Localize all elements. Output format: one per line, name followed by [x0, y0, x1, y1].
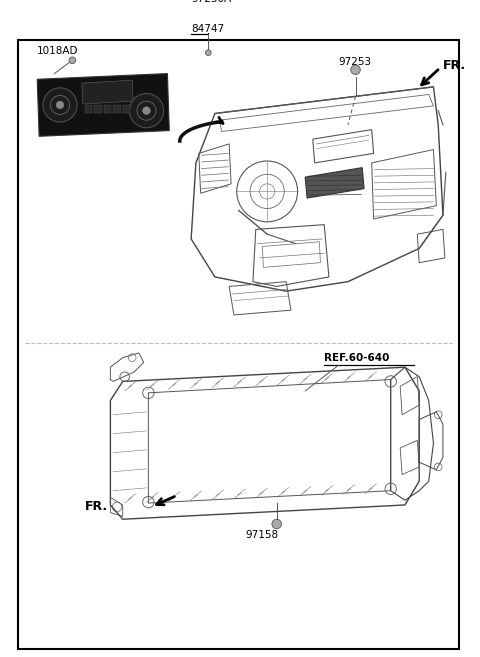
- Polygon shape: [305, 168, 364, 198]
- Text: 97253: 97253: [338, 57, 372, 67]
- Polygon shape: [82, 80, 133, 104]
- Polygon shape: [85, 105, 92, 112]
- Circle shape: [205, 50, 211, 56]
- Circle shape: [43, 88, 77, 122]
- Text: 97250A: 97250A: [191, 0, 231, 3]
- Circle shape: [143, 107, 150, 114]
- Polygon shape: [123, 105, 131, 112]
- Text: 97158: 97158: [246, 530, 279, 540]
- Text: REF.60-640: REF.60-640: [324, 353, 390, 363]
- Polygon shape: [113, 105, 121, 112]
- Text: 84747: 84747: [191, 24, 224, 34]
- Polygon shape: [104, 105, 111, 112]
- Polygon shape: [37, 74, 169, 136]
- Circle shape: [56, 101, 64, 109]
- Polygon shape: [94, 105, 102, 112]
- Text: FR.: FR.: [443, 58, 466, 72]
- Circle shape: [272, 519, 281, 529]
- Circle shape: [69, 57, 76, 64]
- Circle shape: [130, 93, 164, 127]
- Circle shape: [351, 65, 360, 74]
- Text: FR.: FR.: [85, 501, 108, 513]
- Text: 1018AD: 1018AD: [37, 46, 79, 56]
